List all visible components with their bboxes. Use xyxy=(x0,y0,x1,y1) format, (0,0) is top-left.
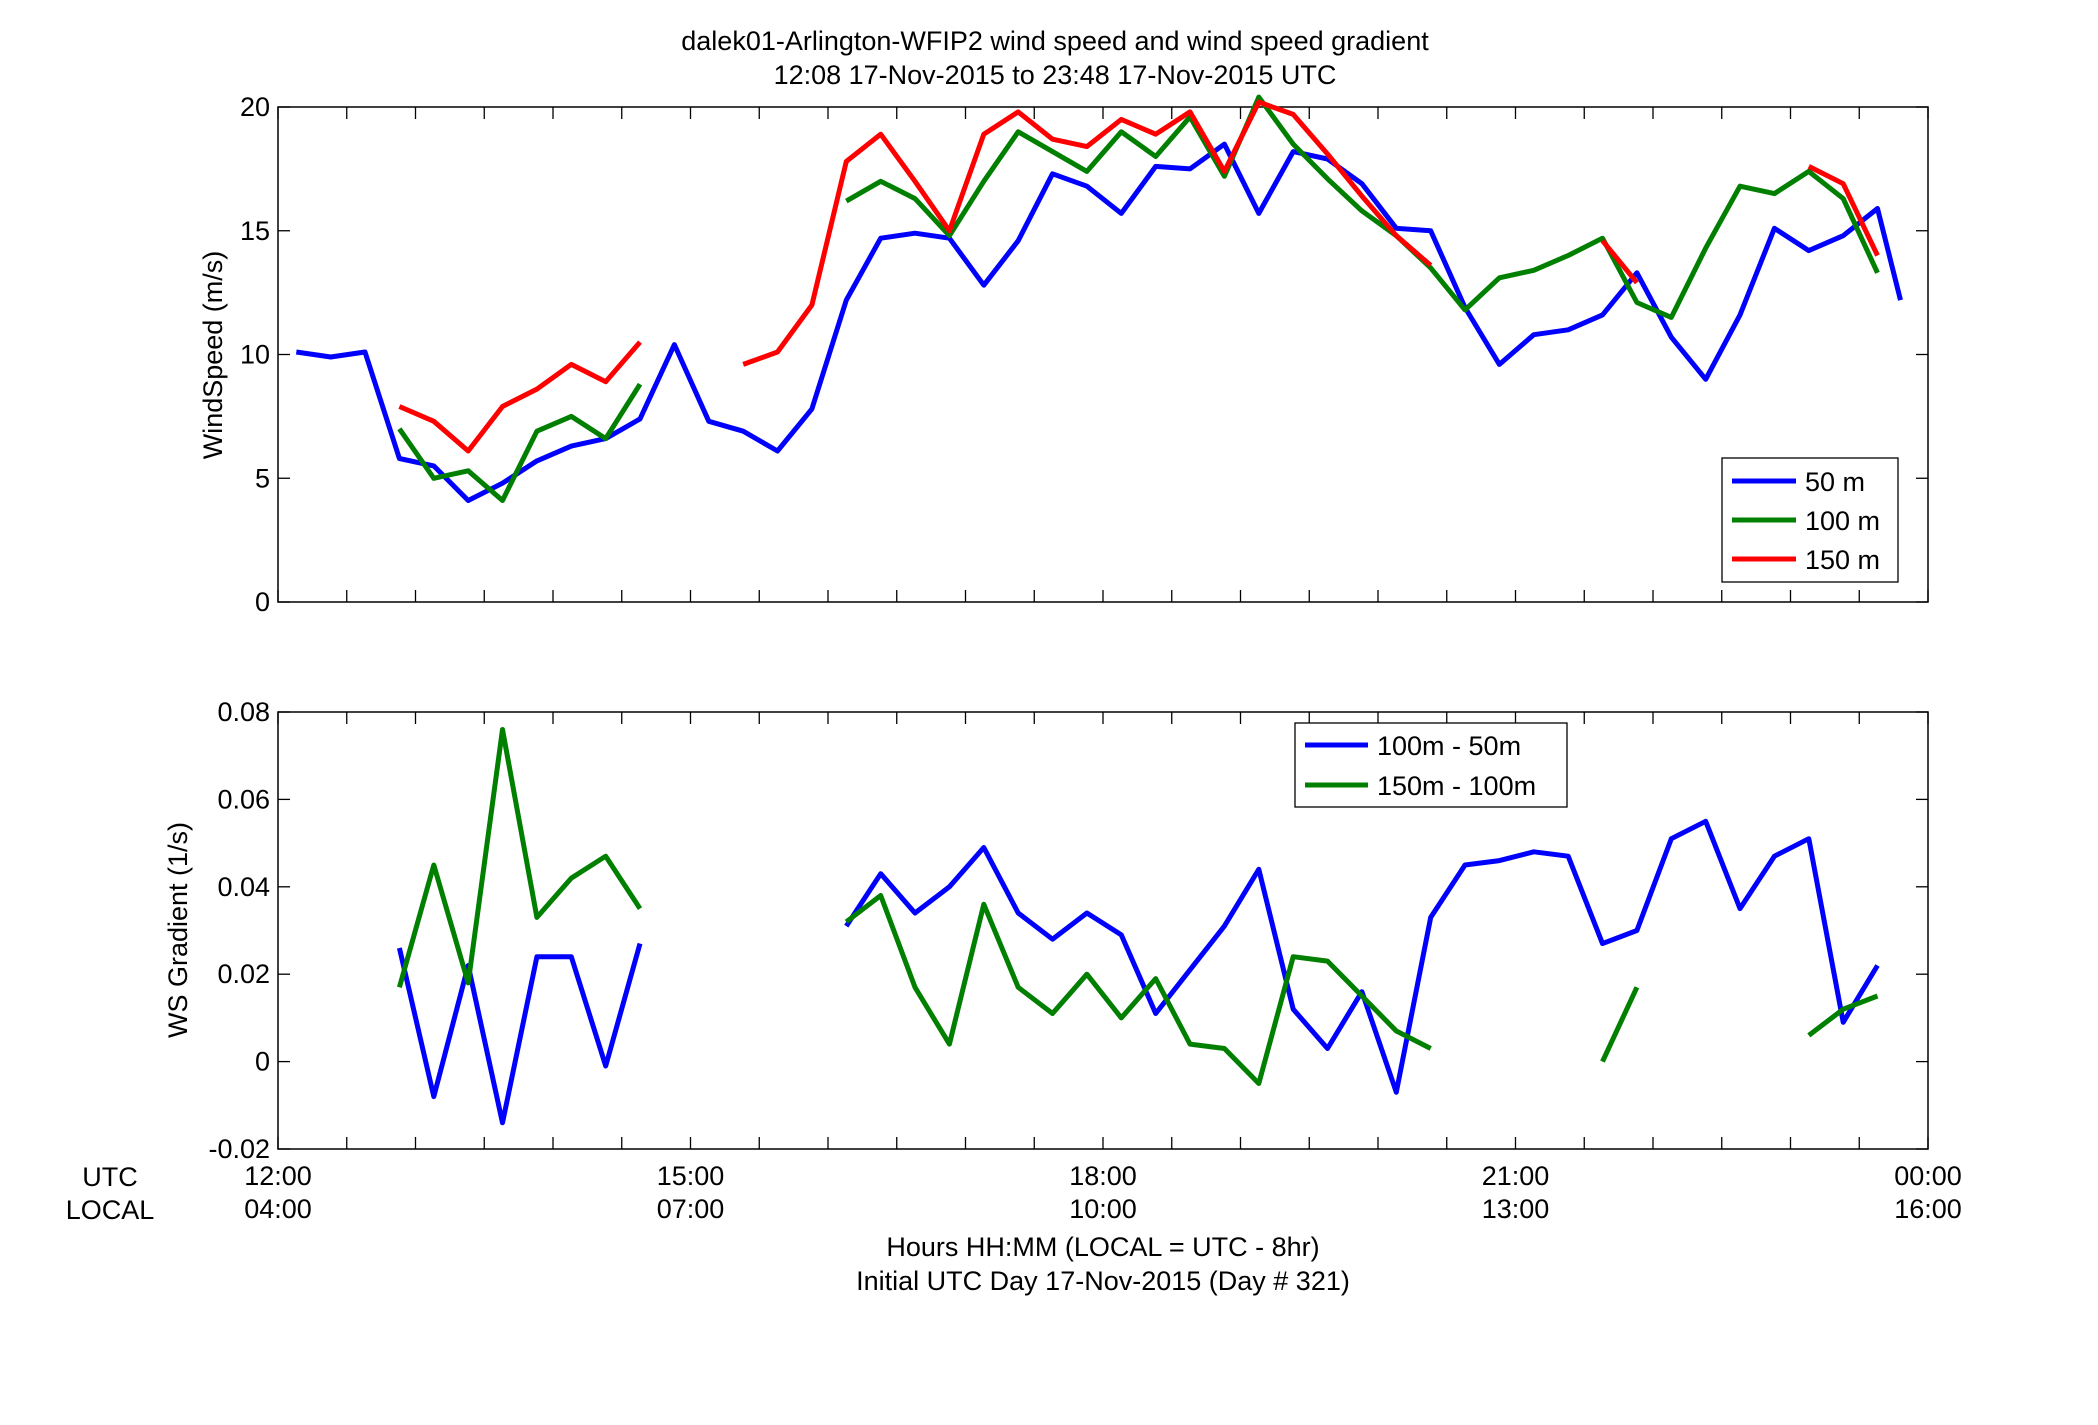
legend-label-150m: 150 m xyxy=(1805,545,1880,575)
windspeed-series-150-m-line xyxy=(1807,164,1880,257)
windspeed-panel: 0 5 10 15 20 WindSpeed (m/s) 50 m 100 m 150 … xyxy=(198,92,1929,617)
windspeed-ytick-label: 15 xyxy=(240,216,270,246)
xtick-label-utc: 21:00 xyxy=(1482,1161,1550,1191)
windspeed-ytick-label: 10 xyxy=(240,340,270,370)
windspeed-series-100-m-line xyxy=(845,94,1880,320)
windspeed-series-150-m-line xyxy=(1600,239,1639,285)
xtick-label-local: 10:00 xyxy=(1069,1194,1137,1224)
xtick-label-utc: 18:00 xyxy=(1069,1161,1137,1191)
xtick-label-local: 07:00 xyxy=(657,1194,725,1224)
gradient-series-150m-100m-line xyxy=(844,893,1432,1086)
xtick-label-local: 13:00 xyxy=(1482,1194,1550,1224)
xtick-label-utc: 15:00 xyxy=(657,1161,725,1191)
legend-label-100m-50m: 100m - 50m xyxy=(1377,731,1521,761)
local-row-label: LOCAL xyxy=(66,1195,155,1225)
windspeed-series-100-m-line xyxy=(397,382,643,503)
figure-title-line1: dalek01-Arlington-WFIP2 wind speed and w… xyxy=(681,26,1429,56)
windspeed-ytick-label: 20 xyxy=(240,92,270,122)
utc-row-label: UTC xyxy=(82,1162,138,1192)
gradient-legend: 100m - 50m 150m - 100m xyxy=(1294,722,1568,808)
windspeed-legend: 50 m 100 m 150 m xyxy=(1721,457,1899,583)
gradient-ytick-label: 0.08 xyxy=(217,697,270,727)
windspeed-ytick-label: 5 xyxy=(255,463,270,493)
gradient-ylabel: WS Gradient (1/s) xyxy=(163,822,193,1038)
gradient-series-100m-50m-line xyxy=(844,818,1880,1095)
gradient-ytick-label: 0.06 xyxy=(217,784,270,814)
windspeed-ytick-label: 0 xyxy=(255,587,270,617)
xtick-label-local: 04:00 xyxy=(244,1194,312,1224)
gradient-series-100m-50m-line xyxy=(396,942,643,1126)
gradient-panel: -0.02 0 0.02 0.04 0.06 0.08 WS Gradient (1/s)… xyxy=(163,697,1929,1164)
legend-label-150m-100m: 150m - 100m xyxy=(1377,771,1536,801)
windspeed-ylabel: WindSpeed (m/s) xyxy=(198,251,228,460)
gradient-axes-box xyxy=(277,711,1929,1150)
xlabel-line1: Hours HH:MM (LOCAL = UTC - 8hr) xyxy=(886,1232,1319,1262)
xtick-label-local: 16:00 xyxy=(1894,1194,1962,1224)
gradient-ytick-label: 0.04 xyxy=(217,872,270,902)
xlabel-line2: Initial UTC Day 17-Nov-2015 (Day # 321) xyxy=(856,1266,1350,1296)
gradient-series-150m-100m-line xyxy=(1600,986,1640,1063)
legend-label-50m: 50 m xyxy=(1805,467,1865,497)
gradient-series-150m-100m-line xyxy=(1807,993,1879,1038)
gradient-ytick-label: 0 xyxy=(255,1047,270,1077)
xtick-label-utc: 00:00 xyxy=(1894,1161,1962,1191)
gradient-series-150m-100m-line xyxy=(396,727,643,988)
gradient-ytick-label: -0.02 xyxy=(208,1134,270,1164)
windspeed-series-150-m-line xyxy=(742,99,1433,367)
xtick-label-utc: 12:00 xyxy=(244,1161,312,1191)
windspeed-series-150-m-line xyxy=(398,340,642,454)
windspeed-axes-box xyxy=(277,106,1929,603)
gradient-ytick-label: 0.02 xyxy=(217,959,270,989)
gradient-legend-box xyxy=(1294,722,1568,808)
figure-title-line2: 12:08 17-Nov-2015 to 23:48 17-Nov-2015 U… xyxy=(774,60,1337,90)
windspeed-series-50-m-line xyxy=(295,141,1903,503)
legend-label-100m: 100 m xyxy=(1805,506,1880,536)
